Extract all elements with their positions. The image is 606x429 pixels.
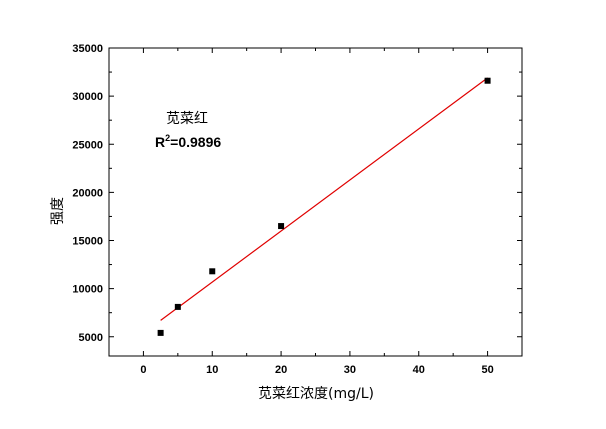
annotation-name: 苋菜红 bbox=[166, 111, 208, 127]
data-point bbox=[209, 268, 216, 275]
r2-superscript: 2 bbox=[165, 133, 170, 143]
x-tick-label: 40 bbox=[413, 364, 425, 376]
x-axis-title: 苋菜红浓度(mg/L) bbox=[258, 386, 374, 402]
fit-line-series bbox=[160, 77, 488, 321]
y-tick-label: 10000 bbox=[72, 284, 103, 296]
data-point bbox=[174, 303, 181, 310]
data-point bbox=[278, 223, 285, 230]
data-point bbox=[484, 77, 491, 84]
y-tick-label: 35000 bbox=[72, 43, 103, 55]
y-tick-label: 20000 bbox=[72, 187, 103, 199]
r2-prefix: R bbox=[155, 134, 165, 150]
tick-labels: 0 10 20 30 40 50 5000 10000 15000 20000 25000 30000… bbox=[72, 43, 493, 376]
x-tick-label: 0 bbox=[140, 364, 146, 376]
y-tick-label: 15000 bbox=[72, 236, 103, 248]
y-axis-title: 强度 bbox=[50, 197, 66, 225]
plot-frame bbox=[108, 47, 523, 357]
x-tick-label: 50 bbox=[481, 364, 493, 376]
r2-value: =0.9896 bbox=[170, 134, 221, 150]
fit-line bbox=[160, 77, 488, 321]
y-tick-label: 30000 bbox=[72, 91, 103, 103]
x-tick-label: 30 bbox=[344, 364, 356, 376]
axis-ticks bbox=[108, 47, 523, 356]
x-tick-label: 20 bbox=[275, 364, 287, 376]
y-tick-label: 25000 bbox=[72, 139, 103, 151]
data-points-series bbox=[157, 77, 491, 336]
data-point bbox=[157, 329, 164, 336]
y-tick-label: 5000 bbox=[79, 332, 103, 344]
annotation-r2: R2=0.9896 bbox=[155, 133, 221, 150]
x-tick-label: 10 bbox=[206, 364, 218, 376]
